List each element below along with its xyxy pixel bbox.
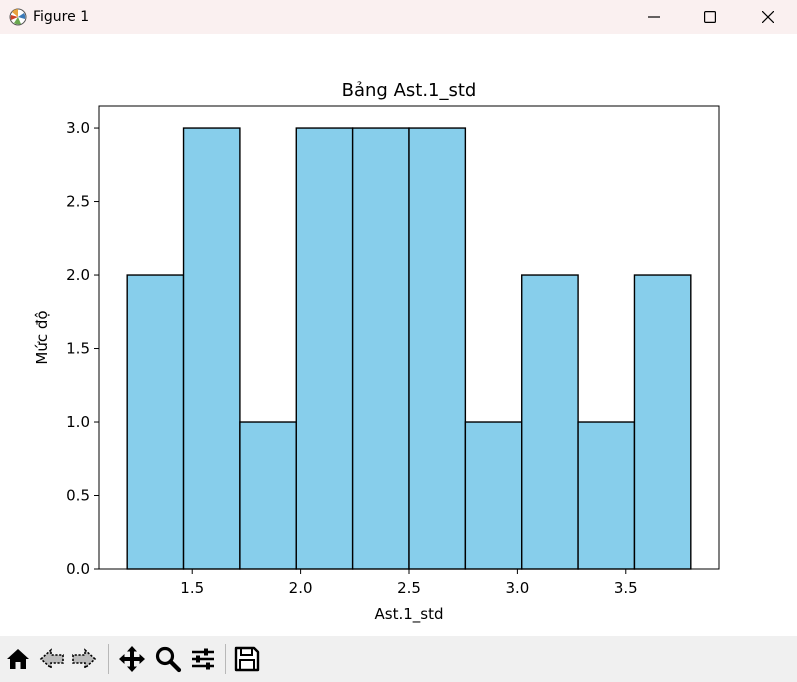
histogram-bar <box>521 274 579 570</box>
navigation-toolbar <box>0 636 797 682</box>
home-button[interactable] <box>2 644 34 674</box>
close-icon <box>762 11 774 23</box>
y-tick-label: 2.5 <box>66 193 90 211</box>
histogram-chart: 1.5 2.0 2.5 3.0 3.5 0.0 0.5 1.0 1.5 2.0 2.5 3.0 Bả… <box>33 80 720 624</box>
minimize-icon <box>648 16 660 18</box>
toolbar-separator <box>108 644 109 674</box>
y-tick-label: 2.0 <box>66 266 90 284</box>
histogram-bar <box>295 127 354 570</box>
pan-icon <box>119 646 145 672</box>
y-axis-label: Mức độ <box>33 310 51 364</box>
save-button[interactable] <box>231 644 263 674</box>
histogram-bar <box>577 421 636 570</box>
home-icon <box>7 649 29 669</box>
histogram-bar <box>239 421 297 570</box>
maximize-button[interactable] <box>681 0 739 34</box>
y-tick-label: 0.0 <box>66 560 90 578</box>
histogram-bar <box>633 274 692 570</box>
close-button[interactable] <box>739 0 797 34</box>
y-tick-label: 1.5 <box>66 340 90 358</box>
histogram-bar <box>126 274 185 570</box>
chart-title: Bảng Ast.1_std <box>342 80 477 101</box>
zoom-button[interactable] <box>152 644 184 674</box>
zoom-icon <box>155 646 182 673</box>
maximize-icon <box>704 11 716 23</box>
x-axis-label: Ast.1_std <box>375 605 444 624</box>
forward-icon <box>72 648 97 670</box>
save-icon <box>234 646 260 672</box>
y-tick-label: 0.5 <box>66 487 90 505</box>
histogram-bar <box>182 127 241 570</box>
window-titlebar: Figure 1 <box>0 0 797 34</box>
histogram-bar <box>408 127 467 570</box>
back-button[interactable] <box>36 644 68 674</box>
x-tick-label: 3.5 <box>614 579 638 597</box>
y-tick-label: 1.0 <box>66 413 90 431</box>
x-tick-label: 1.5 <box>180 579 204 597</box>
x-tick-label: 3.0 <box>505 579 529 597</box>
configure-subplots-icon <box>192 648 214 670</box>
y-tick-label: 3.0 <box>66 119 90 137</box>
back-icon <box>39 648 64 670</box>
histogram-bar <box>464 421 523 570</box>
window-title: Figure 1 <box>33 9 90 25</box>
histogram-bar <box>351 127 410 570</box>
forward-button[interactable] <box>68 644 100 674</box>
matplotlib-app-icon <box>8 7 28 27</box>
x-tick-label: 2.0 <box>289 579 313 597</box>
minimize-button[interactable] <box>625 0 683 34</box>
toolbar-separator <box>225 644 226 674</box>
pan-button[interactable] <box>116 644 148 674</box>
x-tick-label: 2.5 <box>397 579 421 597</box>
configure-subplots-button[interactable] <box>187 644 219 674</box>
